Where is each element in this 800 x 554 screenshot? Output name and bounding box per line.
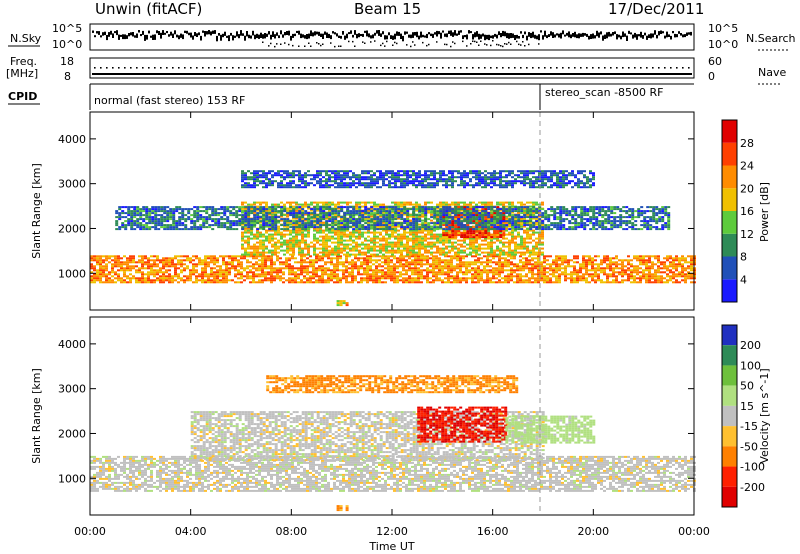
velocity-echo-band: [266, 375, 519, 394]
velocity-colorbar-swatch: [722, 345, 737, 366]
x-tick-label: 16:00: [477, 525, 509, 538]
velocity-heatmap: [90, 375, 696, 512]
velocity-colorbar-tick: 200: [740, 339, 761, 352]
power-colorbar-tick: 16: [740, 205, 754, 218]
power-colorbar-swatch: [722, 142, 737, 166]
velocity-y-tick-label: 2000: [58, 427, 86, 440]
power-y-tick-label: 1000: [58, 267, 86, 280]
freq-tick-top: 18: [60, 55, 74, 68]
velocity-y-tick-label: 4000: [58, 338, 86, 351]
velocity-colorbar-swatch: [722, 446, 737, 467]
power-echo-band: [241, 170, 595, 189]
power-colorbar: 4 8 12 16 20 24 28: [721, 119, 754, 303]
velocity-colorbar-swatch: [722, 365, 737, 386]
velocity-echo-band: [505, 415, 596, 444]
velocity-colorbar-label: Velocity [m s^-1]: [758, 368, 771, 463]
velocity-panel: 1000 2000 3000 4000 Slant Range [km] 200 100…: [30, 316, 771, 553]
freq-unit: [MHz]: [6, 67, 38, 80]
nsearch-label: N.Search: [746, 32, 796, 45]
power-y-tick-label: 3000: [58, 178, 86, 191]
velocity-colorbar-tick: -15: [740, 420, 758, 433]
nsky-label: N.Sky: [10, 32, 42, 45]
freq-panel: Freq. [MHz] 18 8 60 0 Nave: [6, 55, 786, 85]
nsky-panel: N.Sky 10^5 10^0 10^5 10^0 N.Search: [8, 22, 796, 51]
power-echo-band: [90, 255, 696, 284]
nave-label: Nave: [758, 66, 786, 79]
velocity-colorbar-swatch: [722, 325, 737, 346]
x-axis-label: Time UT: [368, 540, 414, 553]
power-ylabel: Slant Range [km]: [30, 163, 43, 259]
freq-trace: [92, 67, 692, 75]
nave-tick-top: 60: [708, 55, 722, 68]
nave-tick-bottom: 0: [708, 70, 715, 83]
power-colorbar-swatch: [722, 233, 737, 257]
power-y-tick-label: 4000: [58, 133, 86, 146]
nsearch-tick-bottom: 10^0: [708, 38, 738, 51]
velocity-y-tick-label: 1000: [58, 472, 86, 485]
x-tick-label: 00:00: [74, 525, 106, 538]
power-panel: 1000 2000 3000 4000 Slant Range [km] 4 8 12 16…: [30, 111, 771, 311]
velocity-colorbar-tick: 50: [740, 380, 754, 393]
power-heatmap: [90, 170, 696, 307]
velocity-echo-band: [90, 455, 696, 492]
power-colorbar-label: Power [dB]: [758, 182, 771, 242]
date-title: 17/Dec/2011: [608, 0, 704, 18]
x-tick-label: 04:00: [175, 525, 207, 538]
cpid-label: CPID: [8, 90, 37, 103]
power-echo-band: [336, 300, 349, 307]
velocity-ylabel: Slant Range [km]: [30, 368, 43, 464]
power-colorbar-tick: 28: [740, 137, 754, 150]
radar-title: Unwin (fitACF): [95, 0, 202, 18]
cpid-mode-2: stereo_scan -8500 RF: [545, 86, 664, 99]
power-colorbar-tick: 24: [740, 160, 754, 173]
x-tick-label: 00:00: [678, 525, 710, 538]
power-colorbar-swatch: [722, 188, 737, 211]
nsky-tick-bottom: 10^0: [52, 38, 82, 51]
velocity-colorbar-swatch: [722, 385, 737, 406]
x-tick-label: 20:00: [577, 525, 609, 538]
x-tick-label: 08:00: [275, 525, 307, 538]
nsky-tick-top: 10^5: [52, 22, 82, 35]
power-colorbar-swatch: [722, 256, 737, 280]
power-colorbar-swatch: [722, 211, 737, 234]
beam-title: Beam 15: [354, 0, 421, 18]
power-echo-band: [115, 206, 671, 231]
freq-label: Freq.: [10, 55, 37, 68]
velocity-colorbar-tick: -100: [740, 461, 765, 474]
power-colorbar-tick: 4: [740, 273, 747, 286]
velocity-colorbar: 200 100 50 15 -15 -50 -100 -200: [721, 324, 765, 508]
velocity-colorbar-swatch: [722, 426, 737, 447]
velocity-echo-band: [336, 505, 349, 512]
velocity-echo-band: [190, 411, 545, 462]
power-colorbar-swatch: [722, 279, 737, 302]
cpid-mode-1: normal (fast stereo) 153 RF: [94, 94, 245, 107]
velocity-y-tick-label: 3000: [58, 383, 86, 396]
power-colorbar-tick: 8: [740, 251, 747, 264]
power-colorbar-swatch: [722, 165, 737, 189]
velocity-colorbar-tick: 100: [740, 359, 761, 372]
nsky-trace: [92, 30, 692, 48]
velocity-colorbar-swatch: [722, 466, 737, 487]
freq-tick-bottom: 8: [64, 70, 71, 83]
velocity-colorbar-tick: 15: [740, 400, 754, 413]
nsearch-tick-top: 10^5: [708, 22, 738, 35]
power-colorbar-tick: 20: [740, 182, 754, 195]
cpid-panel: CPID normal (fast stereo) 153 RF stereo_…: [8, 83, 694, 110]
power-colorbar-tick: 12: [740, 228, 754, 241]
velocity-colorbar-tick: -50: [740, 440, 758, 453]
velocity-colorbar-swatch: [722, 405, 737, 427]
power-y-tick-label: 2000: [58, 222, 86, 235]
velocity-colorbar-tick: -200: [740, 481, 765, 494]
velocity-colorbar-swatch: [722, 486, 737, 507]
x-tick-label: 12:00: [376, 525, 408, 538]
power-colorbar-swatch: [722, 120, 737, 143]
